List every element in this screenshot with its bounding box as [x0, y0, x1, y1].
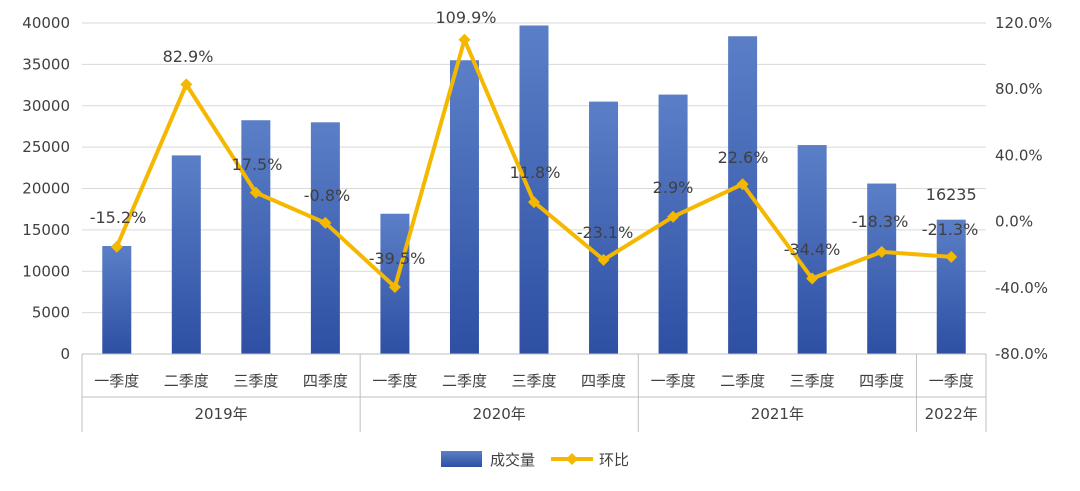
line-data-label: 82.9%	[163, 47, 214, 66]
bar	[310, 122, 340, 354]
category-label: 三季度	[233, 372, 278, 390]
legend-line-label: 环比	[599, 451, 629, 469]
line-marker	[528, 196, 540, 209]
line-data-label: 11.8%	[510, 163, 561, 182]
bar	[171, 155, 201, 354]
group-label: 2022年	[925, 405, 978, 423]
right-tick-label: 80.0%	[995, 80, 1043, 98]
right-tick-label: 120.0%	[995, 14, 1052, 32]
legend-line-marker	[566, 453, 578, 465]
left-tick-label: 15000	[22, 221, 70, 239]
line-marker	[736, 178, 749, 191]
line-data-label: 109.9%	[435, 8, 496, 27]
left-tick-label: 5000	[32, 304, 70, 322]
line-data-label: -0.8%	[304, 186, 350, 205]
legend-bar-label: 成交量	[490, 451, 535, 469]
left-tick-label: 40000	[22, 14, 70, 32]
line-marker	[110, 240, 123, 253]
legend: 成交量 环比	[441, 451, 629, 469]
line-marker	[597, 253, 610, 266]
bar	[589, 101, 619, 354]
bar	[241, 120, 271, 354]
line-data-label: 22.6%	[718, 148, 769, 167]
bar	[797, 145, 827, 354]
right-tick-label: 40.0%	[995, 146, 1043, 164]
category-label: 一季度	[94, 372, 139, 390]
line-data-label: -18.3%	[852, 212, 909, 231]
category-label: 四季度	[303, 372, 348, 390]
right-tick-label: -80.0%	[995, 345, 1048, 363]
line-marker	[180, 78, 193, 91]
category-label: 二季度	[720, 372, 765, 390]
left-tick-label: 35000	[22, 55, 70, 73]
category-label: 三季度	[511, 372, 556, 390]
group-label: 2021年	[751, 405, 804, 423]
line-data-label: -39.5%	[369, 249, 426, 268]
line-marker	[319, 216, 332, 229]
line-data-label: 2.9%	[653, 178, 694, 197]
line-data-label: 17.5%	[232, 155, 283, 174]
line-data-label: -34.4%	[784, 240, 841, 259]
line-series	[110, 33, 958, 293]
category-label: 二季度	[164, 372, 209, 390]
category-label: 一季度	[929, 372, 974, 390]
category-axis: 一季度 二季度 三季度 四季度 2019年 一季度 二季度 三季度 四季度 2020年 一季度 二季度…	[81, 353, 987, 432]
line-data-label: -21.3%	[922, 220, 979, 239]
category-label: 四季度	[859, 372, 904, 390]
bar	[936, 219, 966, 354]
group-label: 2019年	[194, 405, 247, 423]
bar-series	[102, 25, 966, 355]
data-labels: -15.2% 82.9% 17.5% -0.8% -39.5% 109.9% 11.8% -2…	[90, 8, 979, 268]
line-marker	[806, 272, 819, 285]
left-axis: 0 5000 10000 15000 20000 25000 30000 35000 40000	[22, 14, 70, 363]
left-tick-label: 20000	[22, 180, 70, 198]
legend-bar-swatch	[441, 451, 482, 467]
left-tick-label: 0	[60, 345, 70, 363]
line-marker	[249, 186, 262, 199]
right-tick-label: 0.0%	[995, 213, 1033, 231]
category-label: 四季度	[581, 372, 626, 390]
line-marker	[458, 33, 471, 46]
line-data-label: -15.2%	[90, 208, 147, 227]
line-marker	[667, 210, 680, 223]
category-label: 一季度	[651, 372, 696, 390]
bar	[519, 25, 549, 354]
group-label: 2020年	[473, 405, 526, 423]
right-tick-label: -40.0%	[995, 279, 1048, 297]
bar	[867, 183, 897, 354]
line-marker	[388, 280, 401, 293]
left-tick-label: 25000	[22, 138, 70, 156]
bar	[449, 60, 479, 355]
left-tick-label: 30000	[22, 97, 70, 115]
line-data-label: -23.1%	[577, 223, 634, 242]
bar-data-label: 16235	[926, 185, 977, 204]
category-label: 一季度	[372, 372, 417, 390]
right-axis: -80.0% -40.0% 0.0% 40.0% 80.0% 120.0%	[995, 14, 1052, 363]
category-label: 二季度	[442, 372, 487, 390]
left-tick-label: 10000	[22, 262, 70, 280]
category-label: 三季度	[790, 372, 835, 390]
line-marker	[875, 245, 888, 258]
line-marker	[945, 250, 958, 263]
bar	[102, 246, 132, 354]
